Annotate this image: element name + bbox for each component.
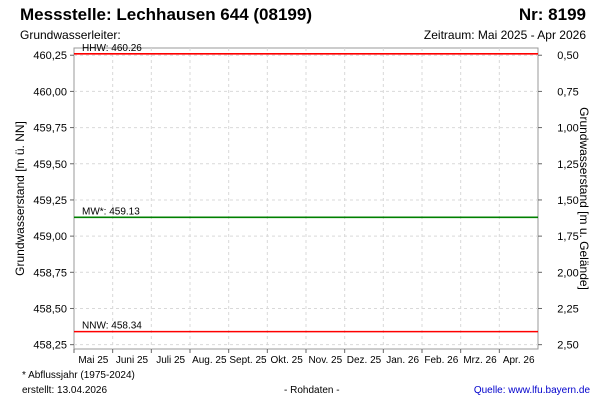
y-tick-label: 458,25 bbox=[33, 340, 67, 352]
x-tick-label: Nov. 25 bbox=[308, 355, 342, 366]
y-tick-label: 459,50 bbox=[33, 159, 67, 171]
y-tick-label: 459,00 bbox=[33, 231, 67, 243]
source-link[interactable]: Quelle: www.lfu.bayern.de bbox=[473, 385, 590, 396]
x-tick-label: Okt. 25 bbox=[271, 355, 304, 366]
y-right-tick-label: 1,00 bbox=[557, 123, 578, 135]
y-right-tick-label: 0,75 bbox=[557, 86, 578, 98]
created-date: erstellt: 13.04.2026 bbox=[22, 385, 108, 396]
x-tick-label: Juli 25 bbox=[156, 355, 185, 366]
x-tick-label: Jan. 26 bbox=[386, 355, 419, 366]
y-right-tick-label: 2,25 bbox=[557, 303, 578, 315]
x-tick-label: Feb. 26 bbox=[424, 355, 458, 366]
y-tick-label: 460,00 bbox=[33, 86, 67, 98]
x-tick-label: Sept. 25 bbox=[229, 355, 267, 366]
raw-data-label: - Rohdaten - bbox=[284, 385, 340, 396]
x-tick-label: Mai 25 bbox=[78, 355, 108, 366]
station-number: Nr: 8199 bbox=[518, 5, 586, 24]
footnote: * Abflussjahr (1975-2024) bbox=[22, 370, 135, 381]
reference-line-label: HHW: 460.26 bbox=[82, 43, 142, 54]
x-tick-label: Mrz. 26 bbox=[463, 355, 497, 366]
x-tick-label: Juni 25 bbox=[116, 355, 149, 366]
y-right-axis-title: Grundwasserstand [m u. Gelände] bbox=[577, 107, 591, 290]
y-right-tick-label: 2,50 bbox=[557, 340, 578, 352]
y-tick-label: 459,75 bbox=[33, 123, 67, 135]
y-right-tick-label: 0,50 bbox=[557, 50, 578, 62]
reference-line-label: MW*: 459.13 bbox=[82, 206, 140, 217]
y-right-tick-label: 1,25 bbox=[557, 159, 578, 171]
x-tick-label: Dez. 25 bbox=[347, 355, 382, 366]
period-label: Zeitraum: Mai 2025 - Apr 2026 bbox=[423, 28, 586, 42]
reference-line-label: NNW: 458.34 bbox=[82, 321, 142, 332]
y-tick-label: 459,25 bbox=[33, 195, 67, 207]
x-tick-label: Aug. 25 bbox=[192, 355, 227, 366]
y-tick-label: 458,75 bbox=[33, 267, 67, 279]
y-right-tick-label: 1,50 bbox=[557, 195, 578, 207]
y-tick-label: 458,50 bbox=[33, 303, 67, 315]
x-tick-label: Apr. 26 bbox=[503, 355, 535, 366]
y-axis-title: Grundwasserstand [m ü. NN] bbox=[13, 121, 27, 276]
y-tick-label: 460,25 bbox=[33, 50, 67, 62]
y-right-tick-label: 2,00 bbox=[557, 267, 578, 279]
aquifer-label: Grundwasserleiter: bbox=[20, 28, 121, 42]
y-right-tick-label: 1,75 bbox=[557, 231, 578, 243]
page-title: Messstelle: Lechhausen 644 (08199) bbox=[20, 5, 312, 24]
